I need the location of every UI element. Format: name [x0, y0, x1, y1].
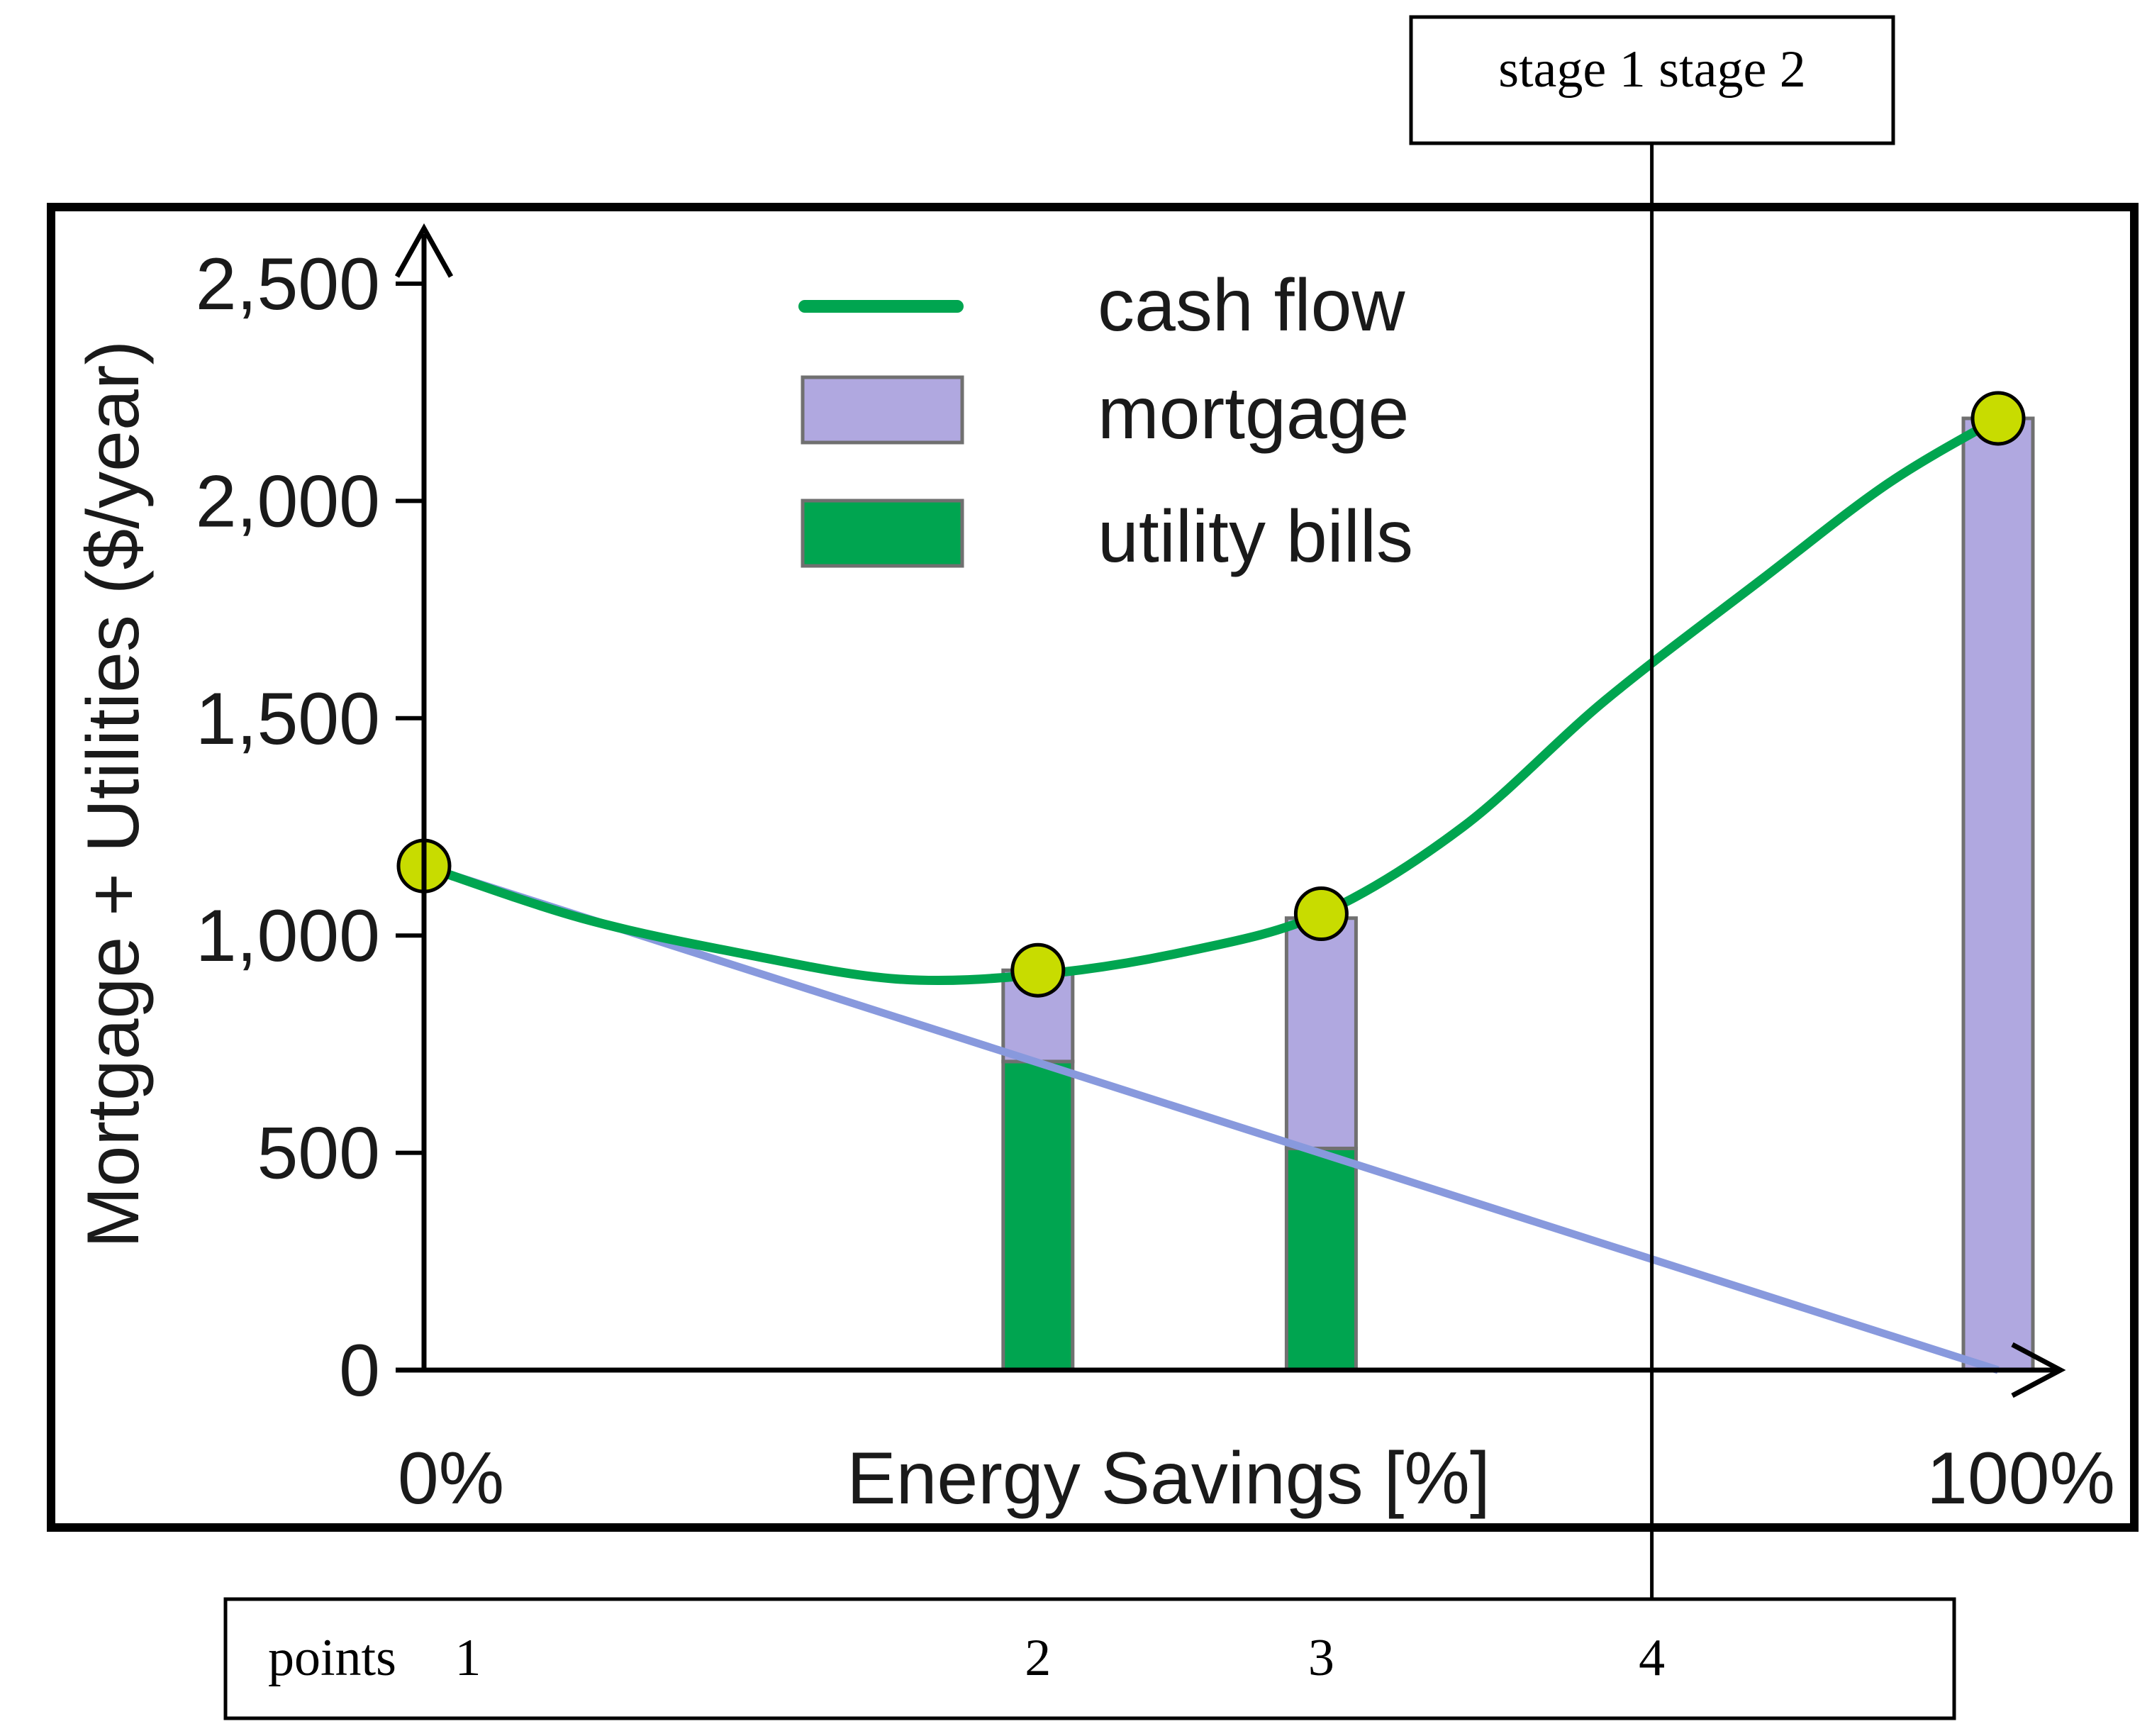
x-axis-label: Energy Savings [%]: [847, 1437, 1490, 1520]
points-box: [223, 1597, 1956, 1720]
legend-swatch-mortgage: [801, 375, 964, 445]
series-lines: [419, 413, 2003, 1374]
y-ticks: 0 500 1,000 1,500 2,000 2,500: [196, 243, 424, 1412]
bar-mortgage-point-2: [1001, 968, 1075, 1064]
cash-flow-markers: [396, 391, 2026, 998]
bar-mortgage-point-3: [1284, 916, 1358, 1150]
utility-bills-line: [423, 862, 2000, 1374]
stage-box: [1409, 15, 1895, 145]
y-tick-label: 0: [339, 1330, 380, 1412]
y-tick-label: 1,000: [196, 895, 380, 977]
y-axis-label: Mortgage + Utilities ($/year): [72, 340, 155, 1248]
point-number-4: 4: [1639, 1629, 1665, 1687]
point-number-2: 2: [1025, 1629, 1051, 1687]
legend-swatch-utility-bills: [801, 499, 964, 568]
cash-flow-marker-2: [1010, 942, 1066, 998]
point-number-3: 3: [1308, 1629, 1334, 1687]
y-tick-label: 2,000: [196, 460, 380, 542]
cash-flow-marker-4: [1970, 391, 2026, 446]
axes: [394, 223, 2066, 1398]
point-number-1: 1: [455, 1629, 481, 1687]
legend-label-utility-bills: utility bills: [1098, 496, 1413, 578]
x-axis-arrow: [2011, 1342, 2066, 1398]
legend: cash flow mortgage utility bills: [798, 265, 1413, 578]
points-label: points: [268, 1629, 396, 1687]
cash-flow-line: [419, 413, 2003, 986]
x-start-label: 0%: [398, 1437, 504, 1520]
bars: [1001, 416, 2035, 1372]
legend-label-cash-flow: cash flow: [1098, 265, 1405, 347]
legend-label-mortgage: mortgage: [1098, 372, 1409, 455]
y-tick-label: 1,500: [196, 678, 380, 760]
bar-utility-bills-point-3: [1284, 1146, 1358, 1372]
point-numbers: 1 2 3 4: [455, 1629, 1666, 1687]
cash-flow-marker-3: [1293, 886, 1349, 942]
stage-box-label: stage 1 stage 2: [1498, 40, 1806, 99]
y-tick-label: 500: [257, 1113, 380, 1195]
bar-utility-bills-point-2: [1001, 1059, 1075, 1372]
x-end-label: 100%: [1927, 1437, 2115, 1520]
y-axis-arrow: [394, 223, 454, 278]
y-tick-label: 2,500: [196, 243, 380, 326]
bar-mortgage-point-5: [1961, 416, 2035, 1372]
